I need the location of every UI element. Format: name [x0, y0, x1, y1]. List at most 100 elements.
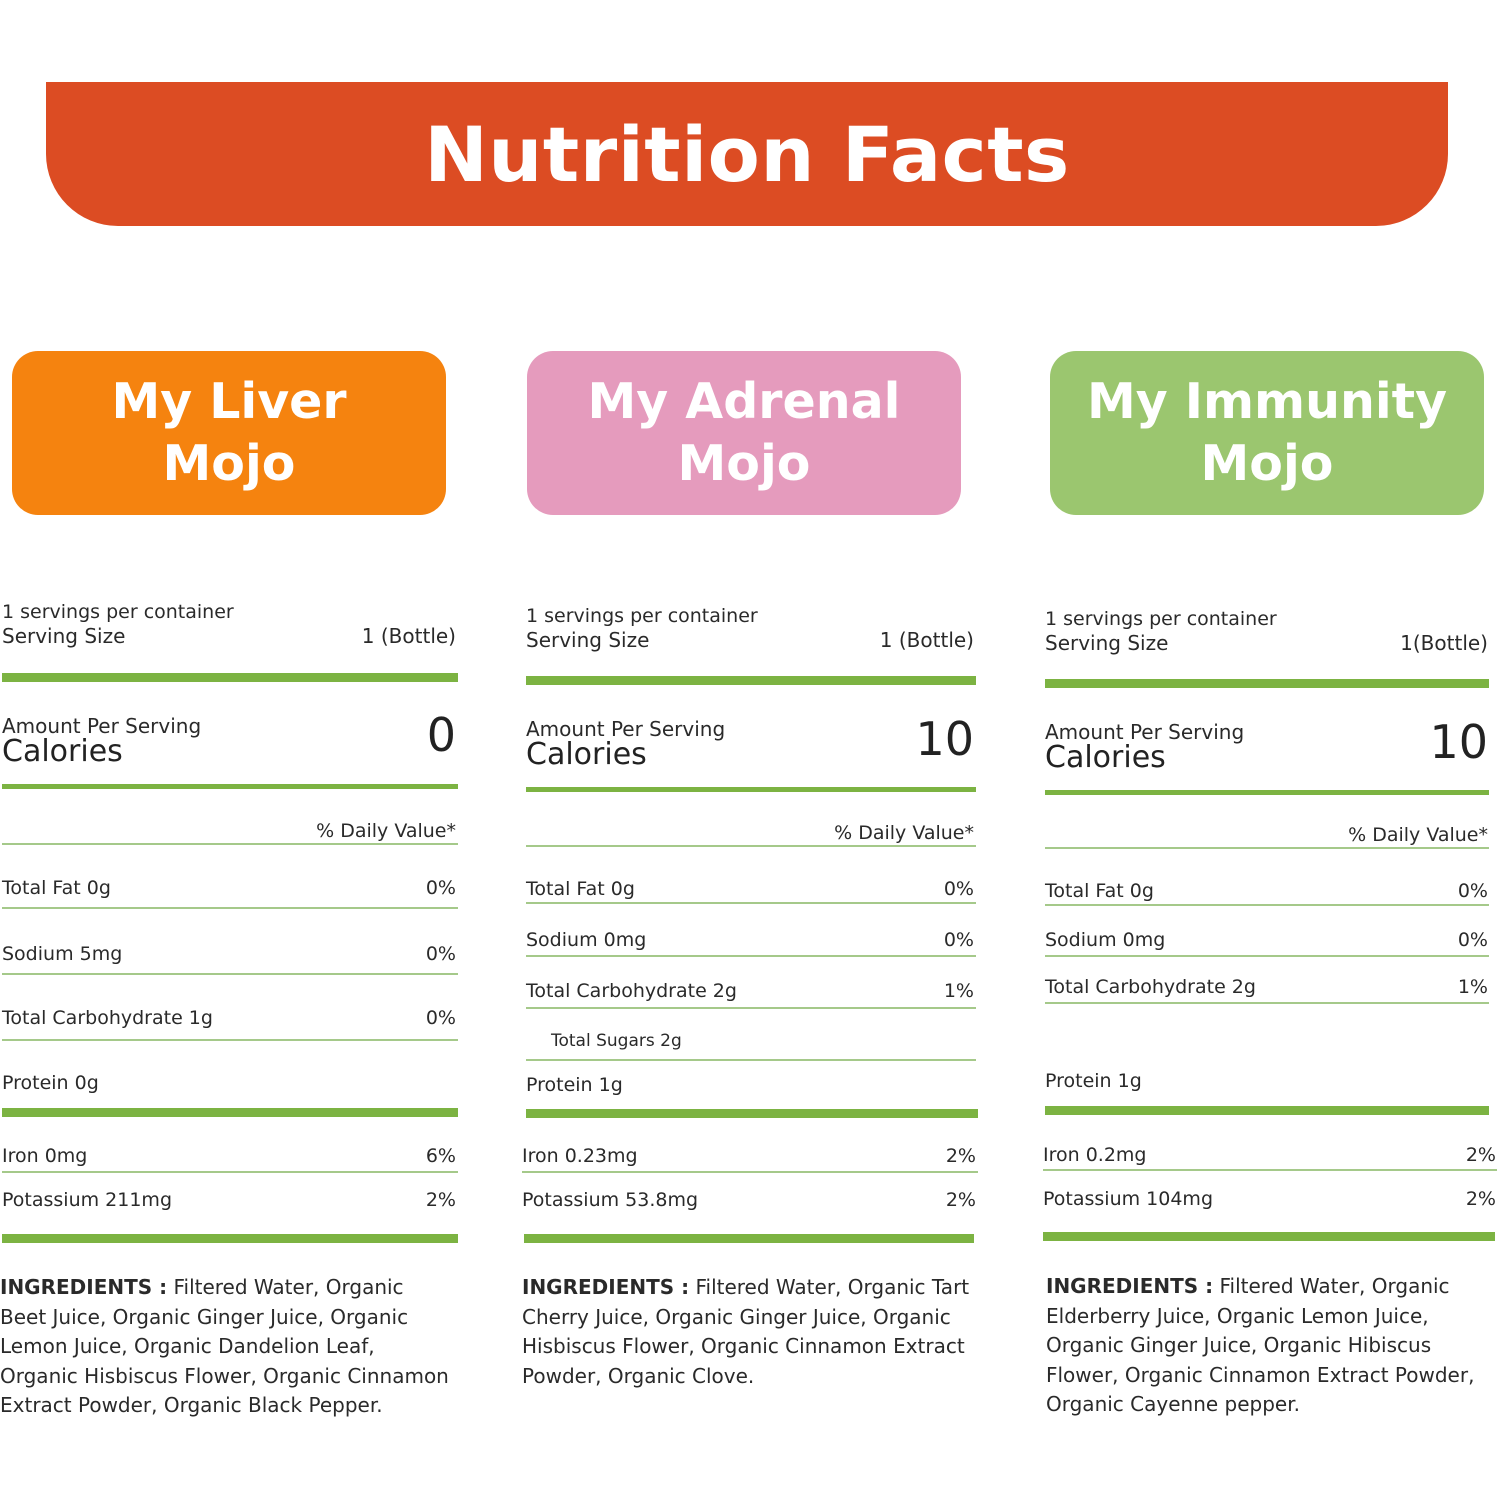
divider-thin: [1043, 1169, 1497, 1171]
amount-per-serving-label: Amount Per Serving: [526, 717, 726, 741]
product-badge-liver: My Liver Mojo: [12, 351, 446, 515]
product-badge-immunity: My Immunity Mojo: [1050, 351, 1484, 515]
calories-label: Calories: [1045, 740, 1166, 775]
mineral-label: Potassium 211mg: [2, 1189, 172, 1211]
divider-thin: [526, 845, 976, 847]
calories-value: 10: [1429, 715, 1488, 769]
mineral-dv: 2%: [945, 1145, 976, 1167]
product-name: My Immunity Mojo: [1086, 373, 1448, 492]
daily-value-header: % Daily Value*: [316, 820, 456, 842]
mineral-label: Potassium 104mg: [1043, 1188, 1213, 1210]
calories-label: Calories: [2, 734, 123, 769]
divider-thin: [526, 1059, 976, 1061]
divider-thin: [522, 1171, 978, 1173]
calories-value: 0: [426, 708, 456, 762]
nutrient-label: Protein 0g: [2, 1072, 99, 1094]
mineral-label: Iron 0.23mg: [522, 1145, 638, 1167]
nutrient-label: Total Carbohydrate 2g: [526, 980, 737, 1002]
title-banner: Nutrition Facts: [46, 82, 1448, 226]
nutrient-dv: 0%: [943, 929, 974, 951]
serving-size-label: Serving Size: [526, 628, 650, 652]
divider-thick: [1043, 1232, 1495, 1241]
servings-per-container: 1 servings per container: [526, 605, 758, 627]
ingredients-text: Filtered Water, Organic Elderberry Juice…: [1046, 1274, 1475, 1416]
ingredients-label: INGREDIENTS :: [1046, 1274, 1214, 1298]
nutrient-label: Total Carbohydrate 2g: [1045, 976, 1256, 998]
nutrient-sublabel: Total Sugars 2g: [551, 1031, 682, 1051]
serving-size-label: Serving Size: [1045, 631, 1169, 655]
mineral-dv: 2%: [1465, 1144, 1496, 1166]
divider-medium: [526, 787, 976, 792]
divider-thin: [1045, 847, 1489, 849]
mineral-dv: 2%: [1465, 1188, 1496, 1210]
nutrient-label: Total Fat 0g: [1045, 880, 1154, 902]
amount-per-serving-label: Amount Per Serving: [1045, 720, 1245, 744]
divider-thin: [526, 902, 976, 904]
daily-value-header: % Daily Value*: [834, 822, 974, 844]
mineral-dv: 2%: [945, 1189, 976, 1211]
mineral-label: Iron 0mg: [2, 1145, 88, 1167]
mineral-dv: 2%: [425, 1189, 456, 1211]
mineral-label: Iron 0.2mg: [1043, 1144, 1147, 1166]
nutrient-label: Protein 1g: [1045, 1070, 1142, 1092]
divider-thick: [1045, 679, 1489, 688]
ingredients-list: INGREDIENTS : Filtered Water, Organic Ta…: [522, 1273, 972, 1391]
product-name: My Adrenal Mojo: [587, 373, 901, 492]
divider-thick: [524, 1234, 974, 1243]
nutrient-label: Protein 1g: [526, 1074, 623, 1096]
product-badge-adrenal: My Adrenal Mojo: [527, 351, 961, 515]
nutrient-dv: 1%: [1457, 976, 1488, 998]
ingredients-list: INGREDIENTS : Filtered Water, Organic Be…: [0, 1273, 455, 1421]
page-title: Nutrition Facts: [424, 109, 1070, 199]
divider-thick: [2, 673, 458, 682]
nutrient-label: Total Carbohydrate 1g: [2, 1007, 213, 1029]
divider-thin: [2, 907, 458, 909]
nutrient-dv: 0%: [425, 877, 456, 899]
divider-thick: [526, 676, 976, 685]
divider-thick: [2, 1108, 458, 1117]
nutrient-label: Total Fat 0g: [2, 877, 111, 899]
servings-per-container: 1 servings per container: [2, 601, 234, 623]
divider-thin: [2, 843, 458, 845]
nutrient-label: Sodium 0mg: [1045, 929, 1166, 951]
divider-thin: [2, 1171, 458, 1173]
calories-label: Calories: [526, 737, 647, 772]
ingredients-label: INGREDIENTS :: [0, 1275, 168, 1299]
serving-size-label: Serving Size: [2, 624, 126, 648]
divider-thick: [526, 1109, 978, 1118]
amount-per-serving-label: Amount Per Serving: [2, 714, 202, 738]
divider-medium: [2, 784, 458, 789]
calories-value: 10: [915, 712, 974, 766]
mineral-dv: 6%: [425, 1145, 456, 1167]
nutrient-dv: 0%: [1457, 880, 1488, 902]
nutrient-dv: 0%: [943, 878, 974, 900]
daily-value-header: % Daily Value*: [1348, 824, 1488, 846]
divider-thin: [1045, 904, 1489, 906]
ingredients-text: Filtered Water, Organic Tart Cherry Juic…: [522, 1275, 970, 1388]
ingredients-text: Filtered Water, Organic Beet Juice, Orga…: [0, 1275, 449, 1417]
nutrient-dv: 0%: [425, 943, 456, 965]
divider-thin: [1045, 955, 1489, 957]
servings-per-container: 1 servings per container: [1045, 608, 1277, 630]
divider-thin: [526, 1007, 976, 1009]
serving-size-value: 1 (Bottle): [361, 624, 456, 648]
divider-thin: [1045, 1002, 1489, 1004]
divider-thick: [1045, 1106, 1489, 1115]
product-name: My Liver Mojo: [111, 373, 347, 492]
serving-size-value: 1(Bottle): [1400, 631, 1488, 655]
serving-size-value: 1 (Bottle): [879, 628, 974, 652]
divider-thin: [2, 1039, 458, 1041]
nutrient-label: Total Fat 0g: [526, 878, 635, 900]
divider-thin: [526, 955, 976, 957]
nutrient-dv: 0%: [425, 1007, 456, 1029]
ingredients-label: INGREDIENTS :: [522, 1275, 690, 1299]
nutrient-dv: 0%: [1457, 929, 1488, 951]
nutrient-label: Sodium 5mg: [2, 943, 123, 965]
mineral-label: Potassium 53.8mg: [522, 1189, 699, 1211]
ingredients-list: INGREDIENTS : Filtered Water, Organic El…: [1046, 1272, 1486, 1420]
nutrient-dv: 1%: [943, 980, 974, 1002]
divider-thin: [2, 973, 458, 975]
divider-medium: [1045, 790, 1489, 795]
divider-thick: [2, 1234, 458, 1243]
nutrient-label: Sodium 0mg: [526, 929, 647, 951]
